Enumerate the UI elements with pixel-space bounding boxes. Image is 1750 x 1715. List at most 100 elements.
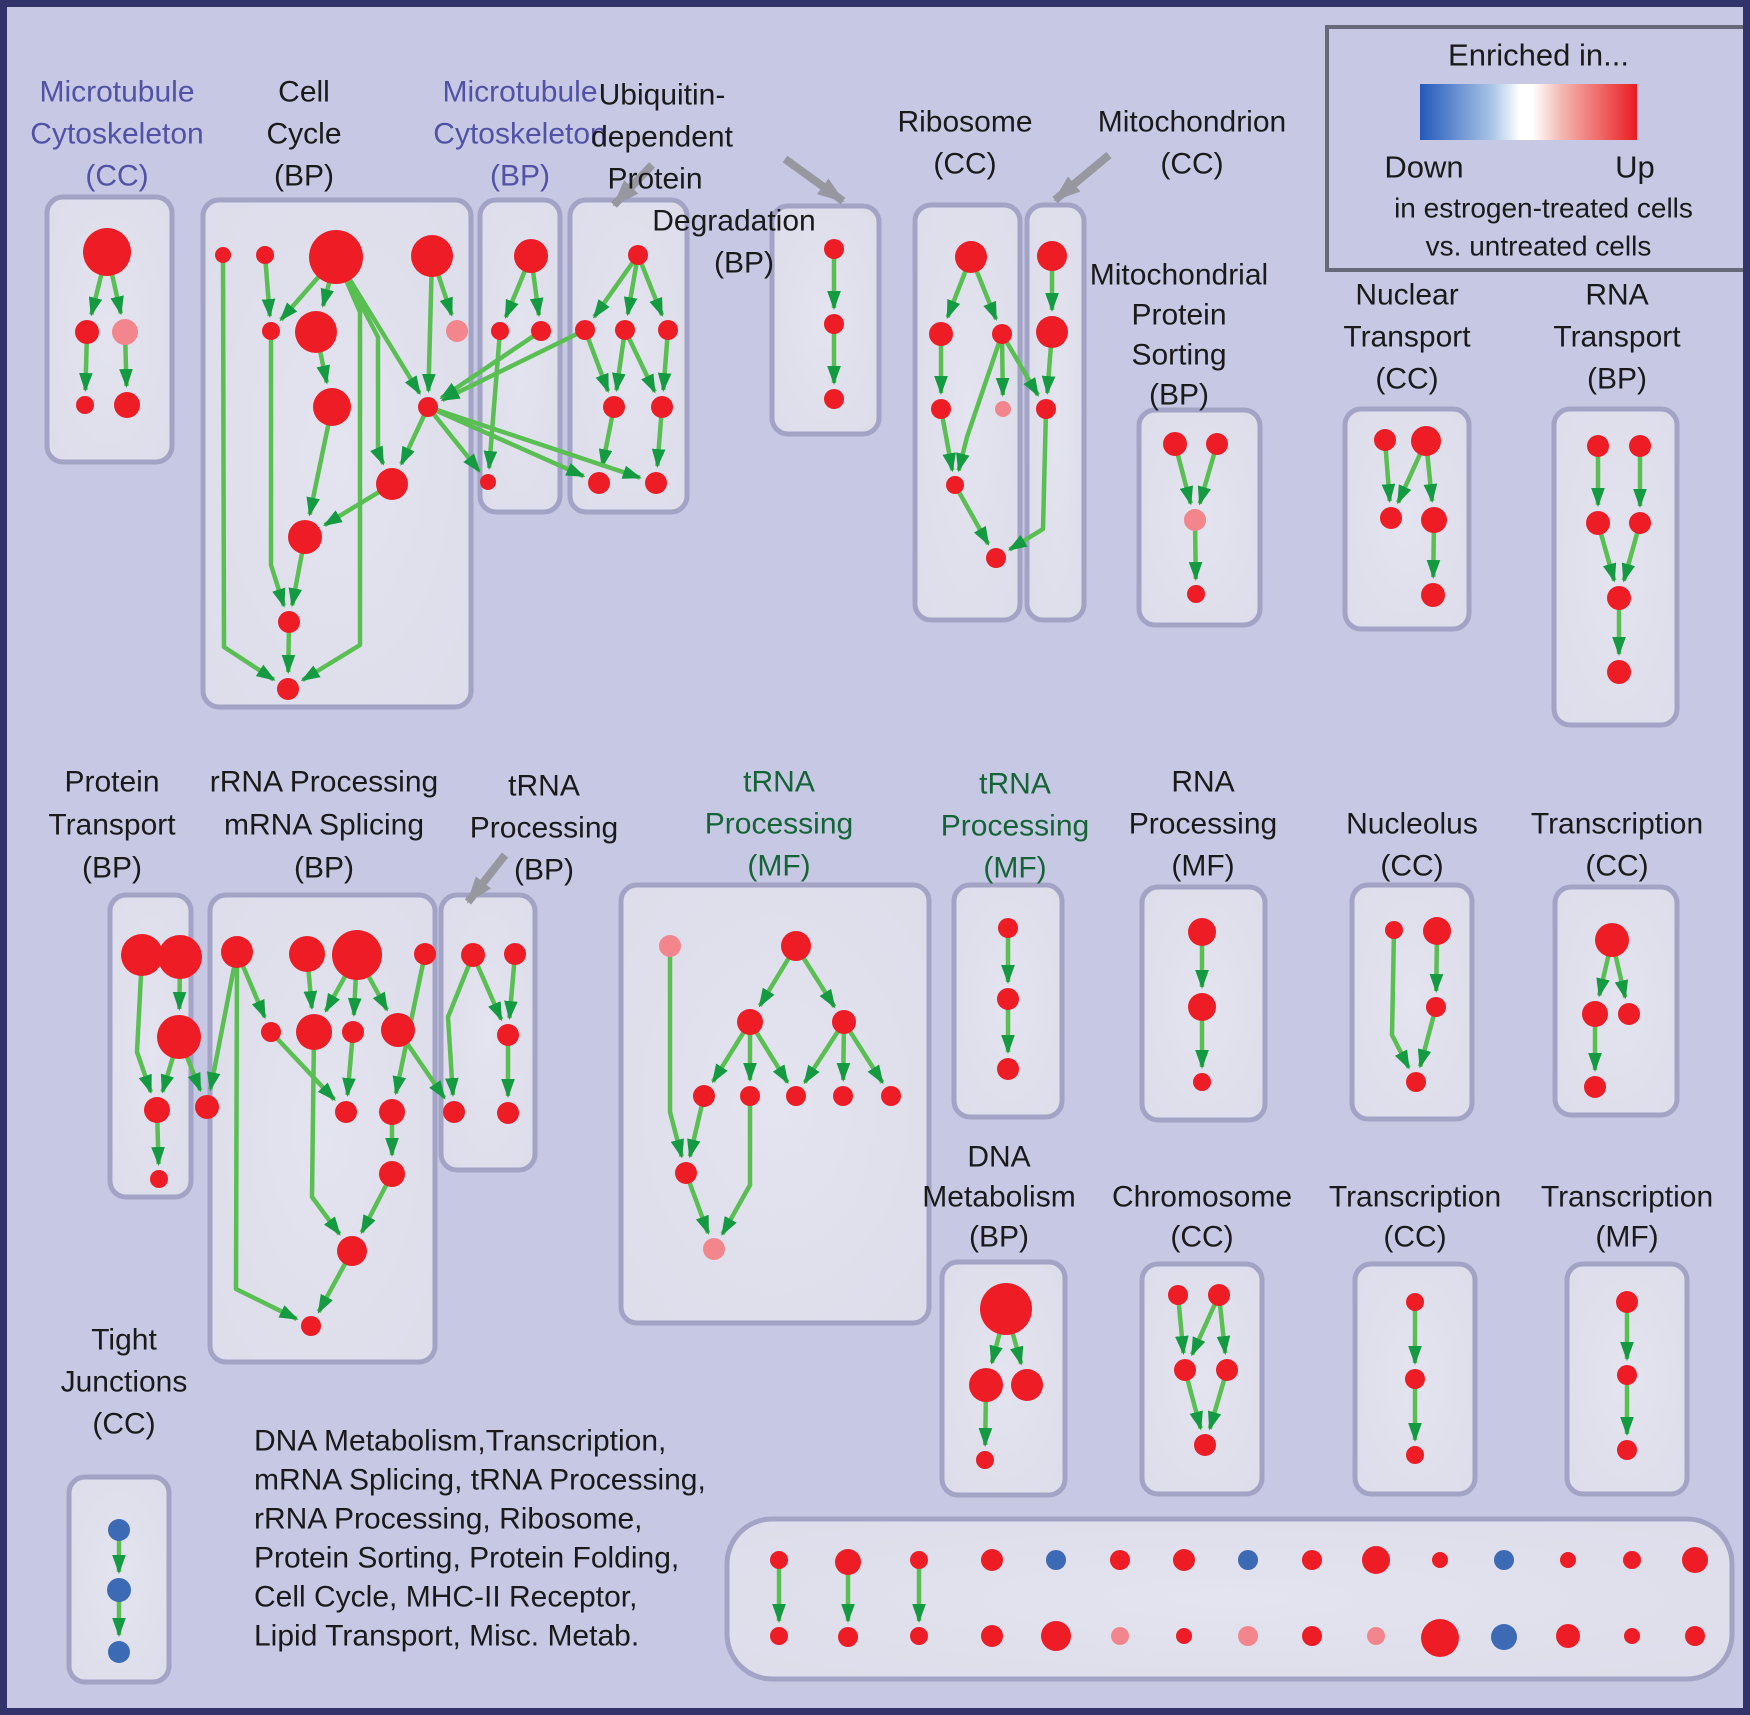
go-node-rb4 xyxy=(931,399,951,419)
cluster-label-tig-line1: Junctions xyxy=(61,1366,188,1399)
edge-cc2-cc5 xyxy=(261,254,276,319)
go-node-cc10 xyxy=(288,520,322,554)
edge-tb_a-tb_d xyxy=(445,954,476,1098)
edge-rr_t1-rr_l0 xyxy=(206,951,240,1092)
edge-rb4-rb6 xyxy=(938,408,956,473)
edge-nu3-nu4 xyxy=(1417,1006,1439,1069)
go-node-rr_l1 xyxy=(335,1101,357,1123)
go-node-rb6 xyxy=(946,476,964,494)
go-node-o3t xyxy=(910,1551,928,1569)
edge-ub1-hub xyxy=(440,327,586,402)
edge-rb6-rb7 xyxy=(953,483,991,546)
cluster-label-ub-line4: (BP) xyxy=(714,247,774,280)
go-node-rb1 xyxy=(955,241,987,273)
go-node-o8t xyxy=(1238,1550,1258,1570)
cluster-label-tmf1-line1: Processing xyxy=(705,808,853,841)
cluster-label-nuc-line1: (CC) xyxy=(1380,850,1443,883)
cluster-label-ptr-line0: Protein xyxy=(64,766,159,799)
cluster-label-chr-line0: Chromosome xyxy=(1112,1181,1292,1214)
edge-tm_p-tm_c xyxy=(667,946,684,1159)
go-node-mcc1 xyxy=(83,228,131,276)
cluster-label-rnp-line1: Processing xyxy=(1129,808,1277,841)
go-node-o1b xyxy=(770,1627,788,1645)
go-node-nu1 xyxy=(1385,921,1403,939)
cluster-label-ntr-line2: (CC) xyxy=(1375,363,1438,396)
go-node-tr1 xyxy=(1595,923,1629,957)
cluster-label-tcc2-line1: (CC) xyxy=(1585,850,1648,883)
go-node-ub2 xyxy=(615,320,635,340)
cluster-label-mcc-line2: (CC) xyxy=(85,160,148,193)
go-node-o4t xyxy=(981,1549,1003,1571)
go-node-o12t xyxy=(1494,1550,1514,1570)
go-node-rr_b xyxy=(301,1316,321,1336)
edge-ub3-ub5 xyxy=(657,329,672,393)
go-node-ps1 xyxy=(1163,432,1187,456)
go-node-o5t xyxy=(1046,1550,1066,1570)
go-node-rt4 xyxy=(1629,512,1651,534)
cluster-labels: Microtubule Cytoskeleton (CC) Cell Cycle (BP)… xyxy=(30,76,1713,1441)
go-node-o6t xyxy=(1110,1550,1130,1570)
go-node-tn3 xyxy=(997,1058,1019,1080)
go-node-o7t xyxy=(1173,1549,1195,1571)
edge-cc1-cc12 xyxy=(220,254,276,682)
go-node-dm1 xyxy=(980,1283,1032,1335)
cluster-box-mbp xyxy=(477,197,563,515)
legend-up-label: Up xyxy=(1615,150,1655,185)
go-node-tn1 xyxy=(998,918,1018,938)
go-node-o15b xyxy=(1685,1626,1705,1646)
go-node-o10t xyxy=(1362,1546,1390,1574)
misc-text-line4: Cell Cycle, MHC-II Receptor, xyxy=(254,1581,637,1614)
go-node-tm_s3 xyxy=(786,1086,806,1106)
cluster-label-ptr-line2: (BP) xyxy=(82,852,142,885)
go-node-ub4 xyxy=(603,396,625,418)
go-node-o10b xyxy=(1367,1627,1385,1645)
go-node-dm4 xyxy=(976,1451,994,1469)
go-node-rt2 xyxy=(1629,435,1651,457)
go-node-o14b xyxy=(1624,1628,1640,1644)
go-node-rt5 xyxy=(1607,586,1631,610)
misc-cluster-text: DNA Metabolism,Transcription, mRNA Splici… xyxy=(254,1425,706,1653)
go-node-cc12 xyxy=(277,678,299,700)
go-node-pt5 xyxy=(150,1170,168,1188)
go-node-ub0 xyxy=(628,245,648,265)
cluster-label-dnm-line1: Metabolism xyxy=(922,1181,1075,1214)
go-node-cc2 xyxy=(256,246,274,264)
go-node-rr_d xyxy=(379,1161,405,1187)
go-node-tj3 xyxy=(108,1641,130,1663)
go-node-tn2 xyxy=(997,988,1019,1010)
edge-nu1-nu4 xyxy=(1389,929,1411,1070)
go-node-cc5 xyxy=(262,322,280,340)
cluster-label-ub-line1: dependent xyxy=(591,121,733,154)
edge-cc3-cc9 xyxy=(334,255,386,466)
go-node-o1t xyxy=(770,1551,788,1569)
go-node-dm2 xyxy=(969,1368,1003,1402)
go-node-tm_1 xyxy=(781,931,811,961)
edge-hub-ub6 xyxy=(427,404,586,479)
legend-down-label: Down xyxy=(1384,150,1463,185)
cluster-label-tmf-line0: Transcription xyxy=(1541,1181,1713,1214)
cluster-label-cc-line2: (BP) xyxy=(274,160,334,193)
go-node-tr2 xyxy=(1582,1001,1608,1027)
cluster-label-ptr-line1: Transport xyxy=(48,809,176,842)
go-node-ch5 xyxy=(1194,1434,1216,1456)
go-node-tc1 xyxy=(1406,1293,1424,1311)
cluster-label-dnm-line0: DNA xyxy=(967,1141,1030,1174)
edge-hub-mb4 xyxy=(426,405,482,473)
go-node-tj1 xyxy=(108,1519,130,1541)
cluster-label-tmf1-line2: (MF) xyxy=(747,850,810,883)
go-node-nt2 xyxy=(1411,426,1441,456)
go-node-tb_d xyxy=(443,1101,465,1123)
go-node-tm_p xyxy=(659,935,681,957)
go-node-o4b xyxy=(981,1625,1003,1647)
figure-canvas: Microtubule Cytoskeleton (CC) Cell Cycle (BP)… xyxy=(30,25,1743,1685)
go-node-tb_b xyxy=(504,943,526,965)
cluster-box-dnm xyxy=(939,1259,1068,1498)
edge-cc4-hub xyxy=(422,255,436,394)
cluster-label-mps-line2: Sorting xyxy=(1131,339,1226,372)
go-node-tm_b xyxy=(703,1238,725,1260)
go-node-rr_l0 xyxy=(195,1095,219,1119)
cluster-box-tm1 xyxy=(618,882,932,1326)
edge-mt3-rb7 xyxy=(1007,408,1049,552)
edge-mb2-mb4 xyxy=(483,330,503,471)
